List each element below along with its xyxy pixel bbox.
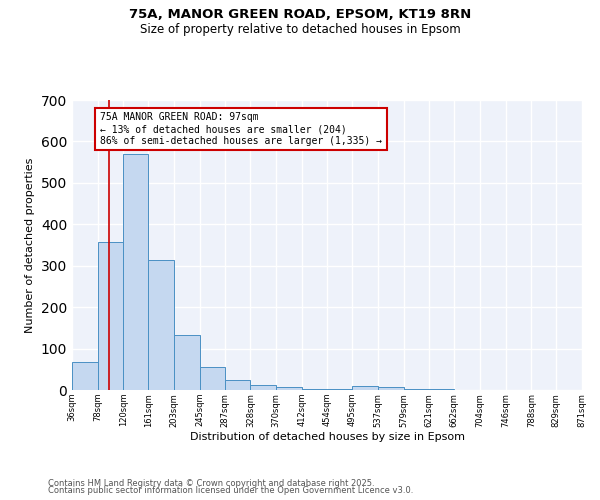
Y-axis label: Number of detached properties: Number of detached properties <box>25 158 35 332</box>
Text: 75A, MANOR GREEN ROAD, EPSOM, KT19 8RN: 75A, MANOR GREEN ROAD, EPSOM, KT19 8RN <box>129 8 471 20</box>
Bar <box>378 387 404 390</box>
Bar <box>72 362 98 390</box>
Bar <box>174 335 200 390</box>
Bar <box>404 389 430 390</box>
Bar <box>200 367 226 390</box>
Bar <box>430 389 454 390</box>
Bar <box>352 386 378 390</box>
Bar <box>250 384 276 390</box>
Bar <box>148 260 174 390</box>
Text: Size of property relative to detached houses in Epsom: Size of property relative to detached ho… <box>140 22 460 36</box>
Bar <box>276 387 302 390</box>
Bar <box>124 154 148 390</box>
X-axis label: Distribution of detached houses by size in Epsom: Distribution of detached houses by size … <box>190 432 464 442</box>
Text: Contains public sector information licensed under the Open Government Licence v3: Contains public sector information licen… <box>48 486 413 495</box>
Text: 75A MANOR GREEN ROAD: 97sqm
← 13% of detached houses are smaller (204)
86% of se: 75A MANOR GREEN ROAD: 97sqm ← 13% of det… <box>100 112 382 146</box>
Bar <box>98 242 124 390</box>
Text: Contains HM Land Registry data © Crown copyright and database right 2025.: Contains HM Land Registry data © Crown c… <box>48 478 374 488</box>
Bar <box>226 380 250 390</box>
Bar <box>328 389 352 390</box>
Bar <box>302 389 328 390</box>
